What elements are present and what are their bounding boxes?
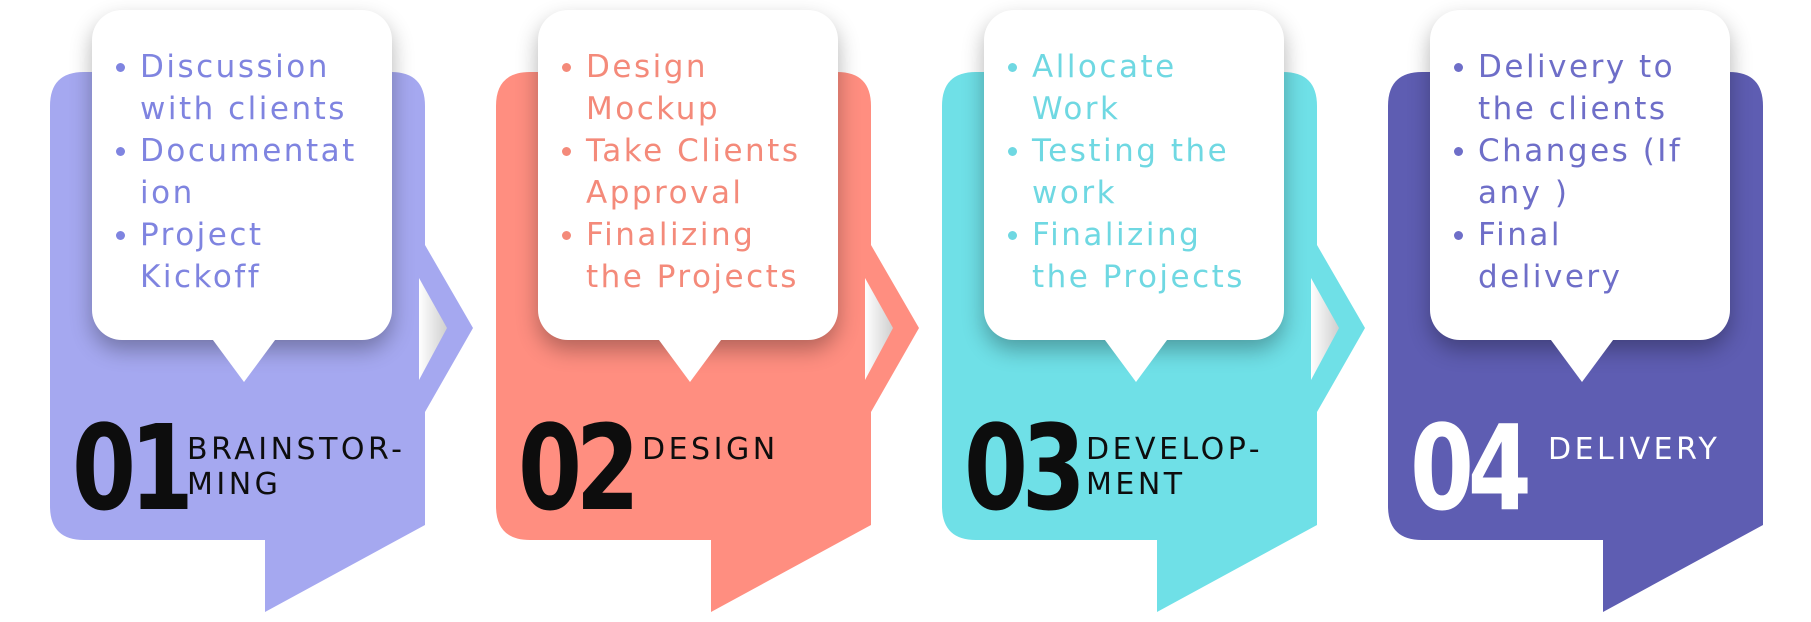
stage-3-bullet-list: Allocate Work Testing the work Finalizin… <box>984 10 1284 298</box>
stage-3-title: DEVELOP- MENT <box>1086 432 1264 502</box>
stage-4-card: Delivery to the clients Changes (If any … <box>1430 10 1730 382</box>
bullet-item: Testing the work <box>1008 130 1266 214</box>
bullet-item: Delivery to the clients <box>1454 46 1712 130</box>
stage-4-number: 04 <box>1410 399 1532 537</box>
bullet-item: Design Mockup <box>562 46 820 130</box>
card-pointer <box>210 336 278 382</box>
stage-2-card: Design Mockup Take Clients Approval Fina… <box>538 10 838 382</box>
bullet-item: Finalizing the Projects <box>1008 214 1266 298</box>
stage-4-bullet-list: Delivery to the clients Changes (If any … <box>1430 10 1730 298</box>
stage-development: Allocate Work Testing the work Finalizin… <box>942 0 1362 622</box>
stage-3-number: 03 <box>964 399 1086 537</box>
stage-2-number: 02 <box>518 399 640 537</box>
stage-brainstorming: Discussion with clients Documentat ion P… <box>50 0 470 622</box>
chevron-notch <box>1311 278 1339 380</box>
stage-2-bullet-list: Design Mockup Take Clients Approval Fina… <box>538 10 838 298</box>
chevron-notch <box>419 278 447 380</box>
bullet-item: Allocate Work <box>1008 46 1266 130</box>
bullet-item: Documentat ion <box>116 130 374 214</box>
bullet-item: Project Kickoff <box>116 214 374 298</box>
bullet-item: Take Clients Approval <box>562 130 820 214</box>
chevron-notch <box>865 278 893 380</box>
stage-design: Design Mockup Take Clients Approval Fina… <box>496 0 916 622</box>
bullet-item: Finalizing the Projects <box>562 214 820 298</box>
stage-1-number: 01 <box>72 399 194 537</box>
stage-1-title: BRAINSTOR- MING <box>187 432 406 502</box>
bullet-item: Final delivery <box>1454 214 1712 298</box>
stage-1-card: Discussion with clients Documentat ion P… <box>92 10 392 382</box>
stage-delivery: Delivery to the clients Changes (If any … <box>1388 0 1808 622</box>
bullet-item: Changes (If any ) <box>1454 130 1712 214</box>
stage-2-title: DESIGN <box>642 432 779 467</box>
card-pointer <box>656 336 724 382</box>
stage-1-bullet-list: Discussion with clients Documentat ion P… <box>92 10 392 298</box>
stage-3-card: Allocate Work Testing the work Finalizin… <box>984 10 1284 382</box>
bullet-item: Discussion with clients <box>116 46 374 130</box>
card-pointer <box>1102 336 1170 382</box>
card-pointer <box>1548 336 1616 382</box>
stage-4-title: DELIVERY <box>1548 432 1721 467</box>
